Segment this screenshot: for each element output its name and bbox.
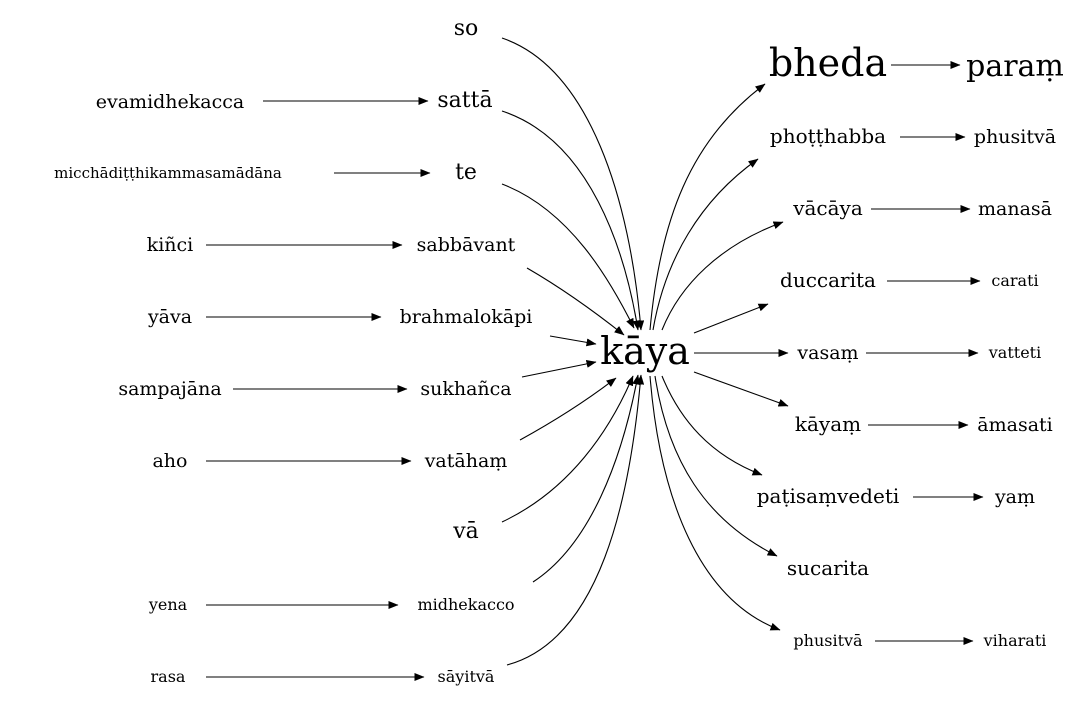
node-target-sayitva: sāyitvā bbox=[438, 667, 495, 686]
node-right-sucarita: sucarita bbox=[787, 556, 869, 580]
node-source-rasa: rasa bbox=[151, 667, 186, 686]
edge-vataham-kaya bbox=[519, 377, 617, 441]
node-next-param: paraṃ bbox=[966, 49, 1064, 84]
node-target-satta: sattā bbox=[437, 88, 492, 113]
node-center-kaya: kāya bbox=[600, 329, 690, 373]
node-source-micchadittihikammasamadana: micchādiṭṭhikammasamādāna bbox=[54, 164, 282, 182]
node-source-sampajana: sampajāna bbox=[118, 378, 221, 400]
node-target-midhekacco: midhekacco bbox=[417, 595, 514, 614]
node-next-vatteti: vatteti bbox=[988, 343, 1041, 362]
node-right-patisamvedeti: paṭisaṃvedeti bbox=[757, 484, 900, 508]
node-next-phusitva: phusitvā bbox=[974, 126, 1056, 148]
node-right-vasam: vasaṃ bbox=[796, 342, 858, 364]
node-target-brahmalokapi: brahmalokāpi bbox=[400, 306, 533, 328]
node-target-vataham: vatāhaṃ bbox=[424, 450, 508, 472]
edge-kaya-phusitva bbox=[649, 375, 781, 631]
edge-kaya-patisamvedeti bbox=[661, 375, 763, 476]
edge-so-kaya bbox=[501, 37, 645, 331]
node-next-amasati: āmasati bbox=[977, 414, 1052, 436]
edge-satta-kaya bbox=[501, 110, 641, 331]
edge-midhekacco-kaya bbox=[532, 374, 641, 583]
node-source-evamidhekacca: evamidhekacca bbox=[96, 91, 245, 113]
node-right-duccarita: duccarita bbox=[780, 268, 876, 292]
node-target-sukhanca: sukhañca bbox=[420, 378, 511, 400]
node-source-aho: aho bbox=[152, 450, 187, 472]
edge-te-kaya bbox=[501, 183, 635, 329]
node-right-vacaya: vācāya bbox=[792, 196, 863, 220]
node-right-phusitva: phusitvā bbox=[793, 631, 863, 650]
edge-kaya-bheda bbox=[649, 83, 766, 331]
node-right-photthabba: phoṭṭhabba bbox=[770, 124, 886, 148]
labels: kāya evamidhekacca micchādiṭṭhikammasamā… bbox=[54, 16, 1064, 686]
node-next-viharati: viharati bbox=[983, 631, 1047, 650]
edge-kaya-sucarita bbox=[654, 375, 778, 557]
node-right-bheda: bheda bbox=[769, 41, 887, 85]
edge-kaya-duccarita bbox=[693, 303, 769, 334]
node-next-manasa: manasā bbox=[978, 198, 1052, 220]
node-target-te: te bbox=[455, 160, 477, 185]
edge-sukhanca-kaya bbox=[521, 359, 597, 378]
node-next-yam: yaṃ bbox=[994, 486, 1035, 508]
edges bbox=[206, 37, 984, 681]
node-next-carati: carati bbox=[991, 271, 1038, 290]
node-target-va: vā bbox=[452, 519, 479, 544]
edge-kaya-kayam bbox=[693, 371, 789, 407]
edge-sabbavant-kaya bbox=[526, 267, 625, 336]
node-target-sabbavant: sabbāvant bbox=[417, 234, 516, 256]
node-source-yava: yāva bbox=[147, 306, 192, 328]
node-right-kayam: kāyaṃ bbox=[795, 412, 861, 436]
edge-va-kaya bbox=[501, 375, 634, 523]
node-source-kinci: kiñci bbox=[147, 234, 194, 256]
node-source-yena: yena bbox=[148, 595, 188, 614]
edge-sayitva-kaya bbox=[506, 374, 645, 666]
edge-kaya-vacaya bbox=[661, 221, 784, 331]
edge-kaya-photthabba bbox=[652, 158, 759, 331]
edge-brahmalokapi-kaya bbox=[549, 335, 597, 347]
node-target-so: so bbox=[454, 16, 479, 41]
